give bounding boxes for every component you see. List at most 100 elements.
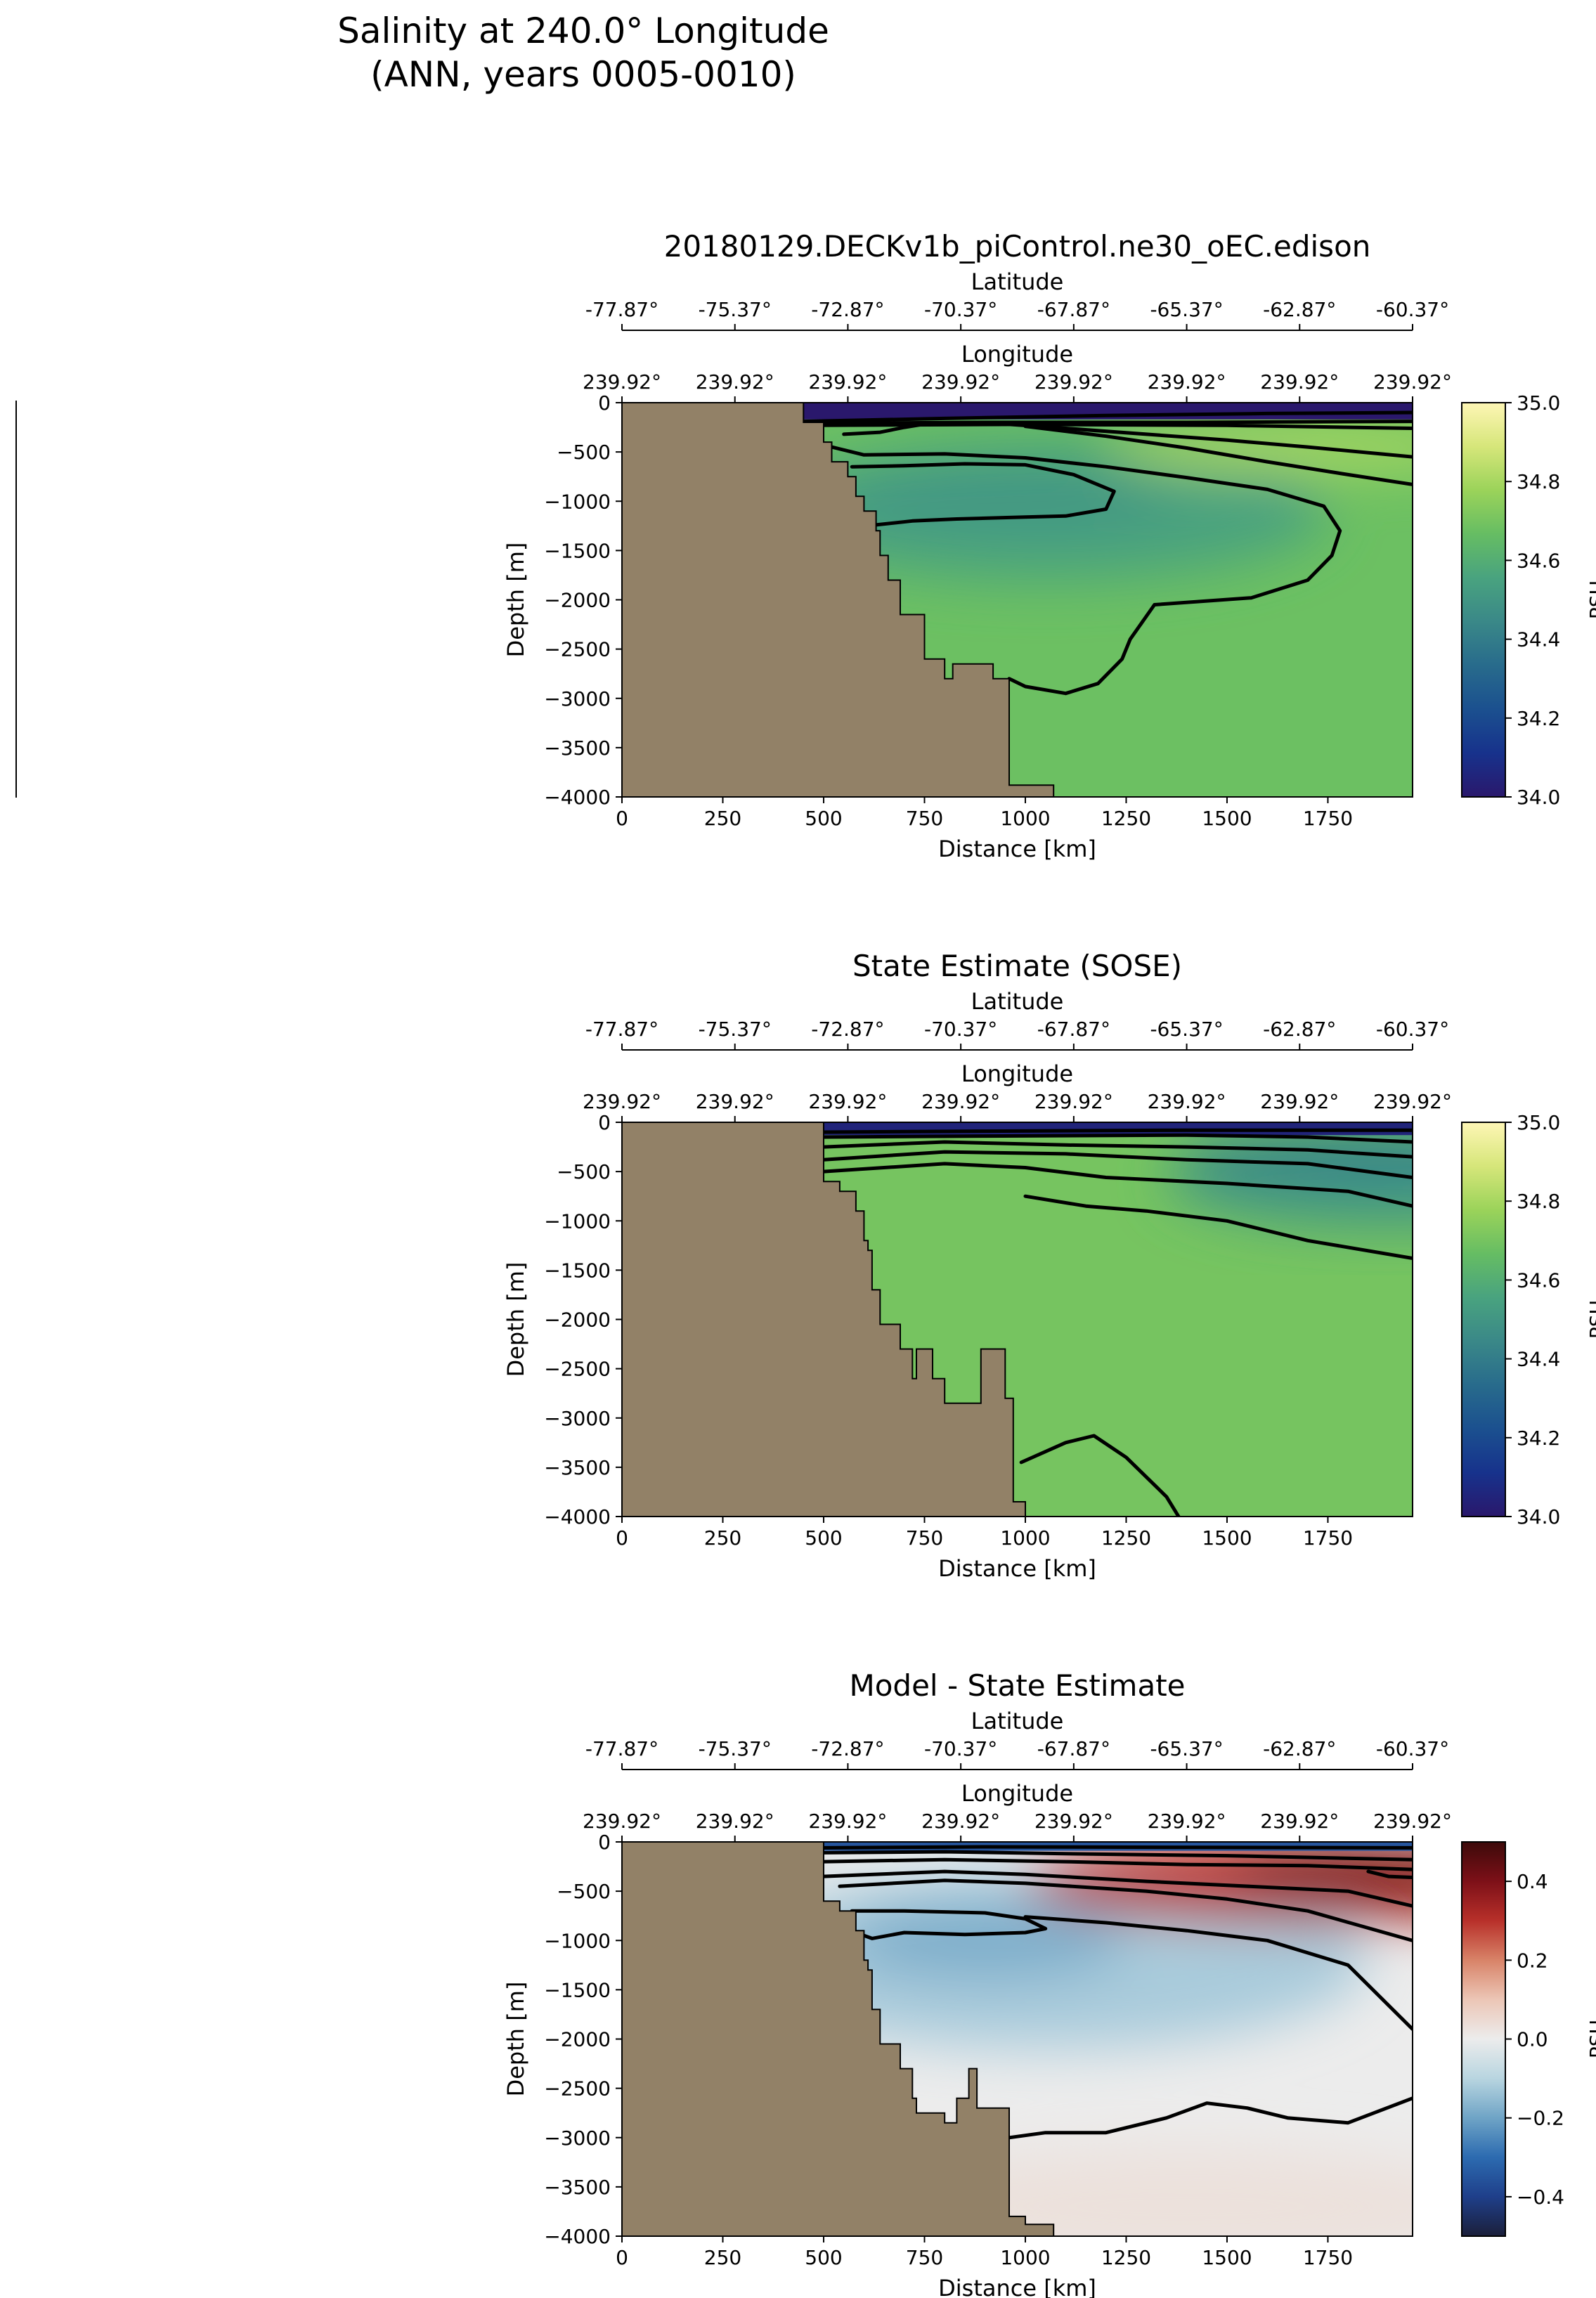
colorbar-label: PSU	[1585, 1300, 1596, 1339]
contour-line-6	[838, 1878, 1413, 1942]
longitude-tick-label: 239.92°	[808, 1090, 887, 1113]
colorbar-tick-label: 34.2	[1517, 1427, 1560, 1450]
x-tick-label: 750	[906, 807, 943, 830]
x-tick-label: 1000	[1000, 1526, 1050, 1550]
contour-line-4	[1366, 1869, 1413, 1879]
colorbar	[1461, 402, 1506, 798]
longitude-tick-label: 239.92°	[1148, 370, 1226, 394]
latitude-axis-label: Latitude	[971, 268, 1064, 295]
latitude-tick-label: -62.87°	[1263, 1737, 1336, 1760]
y-tick-label: −4000	[544, 2225, 611, 2248]
longitude-tick-label: 239.92°	[583, 1810, 661, 1833]
y-tick-label: −2000	[544, 1309, 611, 1332]
longitude-tick-label: 239.92°	[696, 1090, 774, 1113]
y-tick-label: −4000	[544, 1505, 611, 1528]
contour-line-2	[805, 420, 1413, 425]
colorbar-tick-label: 35.0	[1517, 391, 1560, 415]
latitude-tick-label: -60.37°	[1376, 1018, 1449, 1041]
colorbar-tick-label: 34.2	[1517, 707, 1560, 730]
colorbar-tick-label: 35.0	[1517, 1111, 1560, 1134]
latitude-tick-label: -70.37°	[924, 1737, 997, 1760]
colorbar-label: PSU	[1585, 580, 1596, 619]
contour-line-5	[822, 1869, 1413, 1908]
y-tick-label: −2000	[544, 589, 611, 612]
contour-line-1	[801, 410, 1413, 424]
colorbar-tick-label: 34.8	[1517, 1190, 1560, 1213]
y-tick-label: −3000	[544, 2127, 611, 2150]
latitude-tick-label: -77.87°	[585, 298, 658, 321]
x-tick-label: 1750	[1303, 2246, 1353, 2269]
x-tick-label: 750	[906, 2246, 943, 2269]
x-tick-label: 250	[704, 1526, 741, 1550]
contour-line-4	[822, 1150, 1413, 1179]
longitude-tick-label: 239.92°	[808, 1810, 887, 1833]
seafloor-bathymetry	[622, 1842, 1055, 2236]
x-axis-label: Distance [km]	[938, 836, 1096, 862]
contour-lines	[822, 1845, 1413, 2140]
seafloor-bathymetry	[622, 1122, 1026, 1517]
x-tick-label: 0	[616, 807, 628, 830]
longitude-axis-label: Longitude	[961, 341, 1073, 368]
y-tick-label: −1000	[544, 1929, 611, 1952]
x-tick-label: 1000	[1000, 807, 1050, 830]
latitude-tick-label: -72.87°	[811, 298, 884, 321]
longitude-tick-label: 239.92°	[696, 370, 774, 394]
longitude-tick-label: 239.92°	[1373, 1810, 1452, 1833]
y-tick-label: 0	[598, 391, 611, 415]
colorbar	[1461, 1841, 1506, 2237]
y-tick-label: −500	[557, 1160, 611, 1183]
contour-line-2	[822, 1850, 1413, 1862]
contour-line-8	[830, 445, 1342, 696]
colorbar-label: PSU	[1585, 2020, 1596, 2058]
latitude-tick-label: -65.37°	[1150, 298, 1223, 321]
contour-line-5	[1007, 422, 1413, 459]
colorbar-tick-label: 34.0	[1517, 1505, 1560, 1528]
y-tick-label: −1500	[544, 539, 611, 562]
panel-title: 20180129.DECKv1b_piControl.ne30_oEC.edis…	[664, 229, 1371, 264]
x-tick-label: 1500	[1202, 807, 1252, 830]
x-tick-label: 1750	[1303, 1526, 1353, 1550]
figure-subtitle: (ANN, years 0005-0010)	[370, 54, 796, 95]
y-tick-label: −2500	[544, 2077, 611, 2101]
contour-lines	[801, 410, 1413, 696]
y-tick-label: 0	[598, 1111, 611, 1134]
longitude-tick-label: 239.92°	[1034, 1810, 1113, 1833]
y-tick-label: −4000	[544, 786, 611, 809]
longitude-tick-label: 239.92°	[1148, 1810, 1226, 1833]
contour-line-8	[1023, 1915, 1413, 2031]
longitude-tick-label: 239.92°	[1260, 370, 1339, 394]
seafloor-bathymetry	[622, 403, 1055, 797]
latitude-tick-label: -65.37°	[1150, 1018, 1223, 1041]
colorbar-tick-label: 34.0	[1517, 786, 1560, 809]
contour-lines	[822, 1128, 1413, 1517]
y-tick-label: −1500	[544, 1978, 611, 2001]
longitude-tick-label: 239.92°	[1373, 1090, 1452, 1113]
longitude-tick-label: 239.92°	[808, 370, 887, 394]
longitude-tick-label: 239.92°	[921, 1810, 1000, 1833]
longitude-tick-label: 239.92°	[1034, 370, 1113, 394]
x-tick-label: 1500	[1202, 2246, 1252, 2269]
x-axis-label: Distance [km]	[938, 2275, 1096, 2298]
latitude-tick-label: -72.87°	[811, 1018, 884, 1041]
longitude-tick-label: 239.92°	[921, 1090, 1000, 1113]
longitude-tick-label: 239.92°	[1034, 1090, 1113, 1113]
latitude-tick-label: -77.87°	[585, 1737, 658, 1760]
contour-line-6	[1019, 1434, 1181, 1517]
contour-line-5	[822, 1162, 1413, 1208]
y-tick-label: −2000	[544, 2028, 611, 2051]
x-tick-label: 250	[704, 2246, 741, 2269]
latitude-tick-label: -75.37°	[699, 1737, 772, 1760]
colorbar-tick-label: 34.6	[1517, 549, 1560, 572]
contour-line-3	[822, 1140, 1413, 1159]
y-tick-label: −500	[557, 441, 611, 464]
longitude-tick-label: 239.92°	[1260, 1090, 1339, 1113]
colorbar-tick-label: 0.4	[1517, 1870, 1548, 1893]
y-tick-label: −500	[557, 1880, 611, 1903]
x-axis-label: Distance [km]	[938, 1555, 1096, 1582]
y-tick-label: −1500	[544, 1259, 611, 1282]
panel-title: State Estimate (SOSE)	[852, 949, 1182, 983]
x-tick-label: 500	[805, 807, 842, 830]
y-tick-label: 0	[598, 1831, 611, 1854]
contour-line-1	[822, 1845, 1413, 1850]
